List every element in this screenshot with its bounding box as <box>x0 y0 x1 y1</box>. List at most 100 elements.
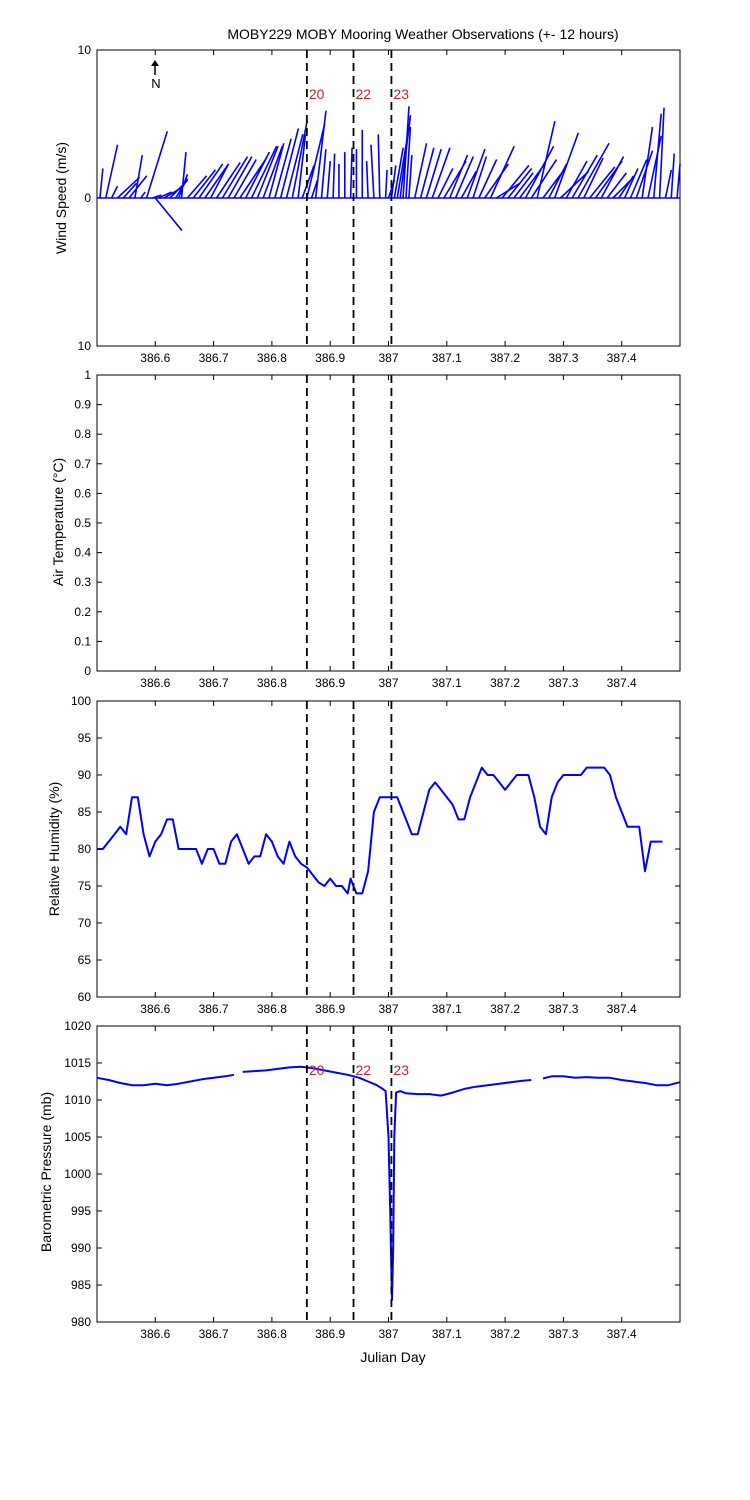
wind-vector <box>279 128 300 199</box>
wind-vector <box>116 176 141 199</box>
wind-vector <box>152 194 162 199</box>
wind-vector <box>370 144 375 199</box>
wind-vector <box>402 106 410 199</box>
wind-speed-panel: Wind Speed (m/s) 386.6 386.7 386.8 386.9 387… <box>53 43 681 365</box>
wind-vector <box>484 163 510 199</box>
event-label: 20 <box>309 1062 325 1078</box>
wind-vector <box>145 131 169 199</box>
x-axis-label: Julian Day <box>360 1349 425 1365</box>
x-tick-label: 387.3 <box>548 351 578 365</box>
x-tick-label: 387.3 <box>548 676 578 690</box>
wind-vector <box>565 160 588 199</box>
y-tick-label: 0.8 <box>74 427 91 441</box>
wind-vector <box>571 154 598 199</box>
wind-vector <box>589 166 616 199</box>
wind-vector <box>186 175 208 199</box>
wind-vector <box>128 175 148 199</box>
y-tick-label: 75 <box>78 879 92 893</box>
event-label: 23 <box>393 86 409 102</box>
x-tick-label: 386.9 <box>315 351 345 365</box>
series-line <box>96 1073 235 1087</box>
x-tick-label: 386.6 <box>140 1002 170 1016</box>
x-tick-label: 386.8 <box>257 1327 287 1341</box>
wind-vector <box>215 162 241 199</box>
wind-vector <box>122 182 138 199</box>
wind-vector <box>306 123 326 199</box>
x-tick-label: 386.6 <box>140 676 170 690</box>
wind-vector <box>365 160 369 199</box>
y-tick-label: 995 <box>71 1204 91 1218</box>
wind-vector <box>670 153 676 199</box>
wind-vector <box>664 169 673 199</box>
x-tick-label: 387.2 <box>490 1327 520 1341</box>
wind-vector <box>209 163 230 199</box>
x-tick-label: 386.7 <box>199 1327 229 1341</box>
air-temperature-ylabel: Air Temperature (°C) <box>50 458 66 586</box>
x-tick-label: 387 <box>378 351 398 365</box>
wind-vector <box>274 138 292 199</box>
y-tick-label: 0.6 <box>74 486 91 500</box>
series-line <box>542 1075 681 1087</box>
y-tick-label: 90 <box>78 768 92 782</box>
y-tick-label: 0.5 <box>74 516 91 530</box>
wind-vector <box>583 157 604 199</box>
x-tick-label: 387 <box>378 676 398 690</box>
wind-vector <box>285 134 304 199</box>
wind-vector <box>314 110 327 199</box>
x-tick-label: 387.2 <box>490 676 520 690</box>
event-label: 22 <box>356 86 372 102</box>
y-tick-label: 980 <box>71 1315 91 1329</box>
wind-vector <box>600 156 625 199</box>
wind-vector <box>658 107 665 199</box>
wind-vector <box>489 145 515 199</box>
wind-vector <box>227 156 253 199</box>
wind-vector <box>244 151 271 199</box>
y-tick-label: 0.2 <box>74 605 91 619</box>
y-tick-label: 100 <box>71 694 91 708</box>
x-tick-label: 387 <box>378 1002 398 1016</box>
x-tick-label: 387.2 <box>490 1002 520 1016</box>
plot-frame <box>96 374 681 672</box>
x-tick-label: 386.9 <box>315 676 345 690</box>
north-arrow-icon <box>151 60 159 66</box>
figure-title: MOBY229 MOBY Mooring Weather Observation… <box>227 26 618 42</box>
y-tick-label: 0 <box>84 191 91 205</box>
air-temperature-panel: Air Temperature (°C) 386.6 386.7 386.8 386.… <box>50 368 681 690</box>
x-tick-label: 386.6 <box>140 1327 170 1341</box>
x-tick-label: 387.1 <box>432 1002 462 1016</box>
wind-vector <box>641 126 654 199</box>
wind-vector <box>405 126 412 199</box>
wind-vector <box>507 167 533 199</box>
x-tick-label: 387.4 <box>607 1327 637 1341</box>
wind-vector <box>198 163 224 199</box>
y-tick-label: 0.3 <box>74 575 91 589</box>
y-tick-label: 10 <box>78 339 92 353</box>
x-tick-label: 387.1 <box>432 1327 462 1341</box>
x-tick-label: 387.4 <box>607 676 637 690</box>
wind-vector <box>349 147 353 199</box>
wind-vector <box>393 147 404 199</box>
wind-vector <box>233 159 257 199</box>
x-tick-label: 386.7 <box>199 351 229 365</box>
wind-vector <box>268 143 285 199</box>
y-tick-label: 1005 <box>64 1130 91 1144</box>
y-tick-label: 80 <box>78 842 92 856</box>
y-tick-label: 70 <box>78 916 92 930</box>
series-line <box>97 766 663 895</box>
x-tick-label: 386.8 <box>257 351 287 365</box>
wind-vector <box>110 185 119 199</box>
wind-vector <box>623 168 639 199</box>
wind-vector <box>390 165 397 199</box>
wind-vector <box>635 150 654 199</box>
wind-vector <box>154 197 183 232</box>
wind-vector <box>513 172 534 199</box>
wind-vector <box>262 145 284 199</box>
y-tick-label: 0.1 <box>74 634 91 648</box>
wind-vector <box>460 170 477 199</box>
wind-vector <box>408 155 413 199</box>
y-tick-label: 990 <box>71 1241 91 1255</box>
wind-vector <box>320 149 327 199</box>
y-tick-label: 0.9 <box>74 398 91 412</box>
wind-vector <box>104 144 119 199</box>
